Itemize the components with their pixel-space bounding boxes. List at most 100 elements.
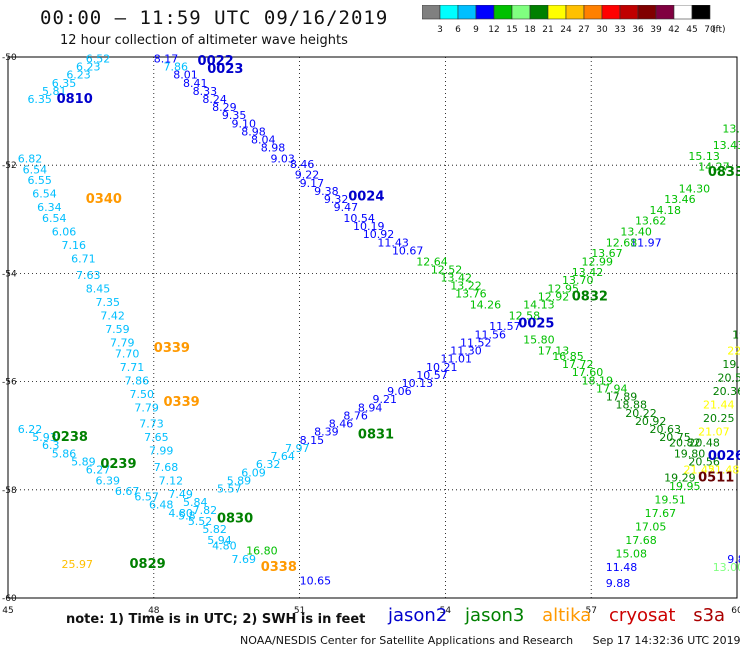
swh-value: 8.17 <box>154 52 179 65</box>
footer-credit: NOAA/NESDIS Center for Satellite Applica… <box>240 634 574 647</box>
swh-value: 25.97 <box>61 558 93 571</box>
swh-value: 12.64 <box>416 255 448 268</box>
swh-value: 7.68 <box>154 461 179 474</box>
swh-value: 13.46 <box>664 193 696 206</box>
color-level-label: 9 <box>473 25 479 35</box>
swh-value: 10.21 <box>426 361 458 374</box>
swh-value: 5.89 <box>227 474 252 487</box>
swh-value: 14.26 <box>470 299 502 312</box>
swh-value: 6.23 <box>76 61 101 74</box>
swh-value: 8.46 <box>290 158 315 171</box>
swh-value: 6.55 <box>27 174 52 187</box>
swh-value: 7.79 <box>110 336 135 349</box>
swh-value: 13.82 <box>722 123 740 136</box>
swh-value: 20.75 <box>659 431 691 444</box>
pass-time-label: 0810 <box>57 92 93 107</box>
swh-value: 12.68 <box>606 236 638 249</box>
swh-value: 7.79 <box>134 401 159 414</box>
swh-value: 5.84 <box>183 496 208 509</box>
swh-value: 6.32 <box>256 458 280 471</box>
color-swatch <box>691 5 711 20</box>
swh-value: 7.42 <box>100 309 125 322</box>
swh-value: 13.42 <box>441 272 473 285</box>
swh-value: 14.30 <box>679 182 711 195</box>
swh-value: 9.06 <box>387 385 412 398</box>
color-level-label: 70 <box>704 25 716 35</box>
lon-tick-label: 57 <box>585 606 596 616</box>
page-title: 00:00 – 11:59 UTC 09/16/2019 <box>40 7 389 29</box>
swh-value: 4.80 <box>168 507 193 520</box>
swh-value: 17.13 <box>538 345 570 358</box>
footer: NOAA/NESDIS Center for Satellite Applica… <box>240 634 740 647</box>
pass-time-label: 0829 <box>130 557 166 572</box>
swh-value: 7.59 <box>105 323 130 336</box>
color-level-label: 27 <box>578 25 589 35</box>
swh-value: 21.44 <box>703 399 735 412</box>
color-level-label: 12 <box>488 25 499 35</box>
lat-tick-label: -56 <box>2 378 17 388</box>
lat-tick-label: -60 <box>2 594 17 604</box>
swh-value: 8.98 <box>241 125 266 138</box>
color-level-label: 39 <box>650 25 662 35</box>
swh-value: 6.34 <box>37 201 62 214</box>
swh-value: 12.58 <box>509 309 540 322</box>
footer-timestamp: Sep 17 14:32:36 UTC 2019 <box>592 634 740 647</box>
swh-value: 13.76 <box>455 288 487 301</box>
swh-value: 7.12 <box>159 474 184 487</box>
swh-value: 7.49 <box>168 488 193 501</box>
swh-value: 8.39 <box>314 426 339 439</box>
lat-tick-label: -52 <box>2 161 17 171</box>
swh-value: 6.71 <box>71 253 96 266</box>
swh-value: 4.80 <box>212 539 237 552</box>
color-level-label: 42 <box>668 25 679 35</box>
swh-value: 8.15 <box>300 434 325 447</box>
color-level-label: 33 <box>614 25 625 35</box>
swh-value: 10.65 <box>300 574 332 587</box>
swh-value: 7.82 <box>193 504 218 517</box>
color-level-label: 6 <box>455 25 461 35</box>
swh-value: 5.89 <box>71 455 96 468</box>
swh-value: 17.60 <box>572 366 604 379</box>
swh-value: 12.92 <box>538 290 570 303</box>
swh-value: 6.48 <box>149 499 174 512</box>
pass-time-label: 0239 <box>100 457 136 472</box>
color-level-label: 36 <box>632 25 644 35</box>
swh-value: 7.63 <box>76 269 101 282</box>
lon-tick-label: 54 <box>440 606 452 616</box>
color-level-label: 18 <box>524 25 536 35</box>
swh-value: 17.72 <box>562 358 594 371</box>
pass-time-label: 0831 <box>358 427 394 442</box>
swh-value: 20.54 <box>718 372 740 385</box>
swh-value: 11.52 <box>460 336 492 349</box>
swh-value: 13.62 <box>635 215 667 228</box>
swh-value: 6.3 <box>42 439 60 452</box>
swh-value: 14.27 <box>698 161 730 174</box>
swh-value: 19.95 <box>669 480 701 493</box>
swh-value: 19.29 <box>664 472 696 485</box>
swh-value: 8.76 <box>343 409 368 422</box>
swh-value: 5.82 <box>202 523 227 536</box>
swh-value: 8.41 <box>183 77 208 90</box>
lon-tick-label: 45 <box>2 606 13 616</box>
pass-time-label: 0023 <box>207 62 243 77</box>
swh-value: 11.97 <box>630 236 662 249</box>
legend-altika: altika <box>542 605 592 626</box>
swh-value: 6.54 <box>32 188 57 201</box>
swh-value: 8.04 <box>251 134 276 147</box>
swh-value: 10.19 <box>353 220 385 233</box>
swh-value: 17.67 <box>645 507 677 520</box>
swh-value: 5.81 <box>42 85 67 98</box>
swh-value: 6.82 <box>18 152 43 165</box>
lon-tick-label: 60 <box>731 606 740 616</box>
color-level-label: 45 <box>686 25 697 35</box>
swh-value: 10.67 <box>392 244 424 257</box>
pass-time-label: 0022 <box>198 54 234 69</box>
swh-value: 6.52 <box>86 52 111 65</box>
color-unit-label: (ft) <box>712 25 726 35</box>
swh-value: 9.32 <box>324 193 349 206</box>
swh-value: 8.94 <box>358 401 383 414</box>
swh-value: 7.73 <box>139 418 164 431</box>
pass-time-label: 0024 <box>348 189 384 204</box>
pass-time-label: 0833 <box>708 165 740 180</box>
